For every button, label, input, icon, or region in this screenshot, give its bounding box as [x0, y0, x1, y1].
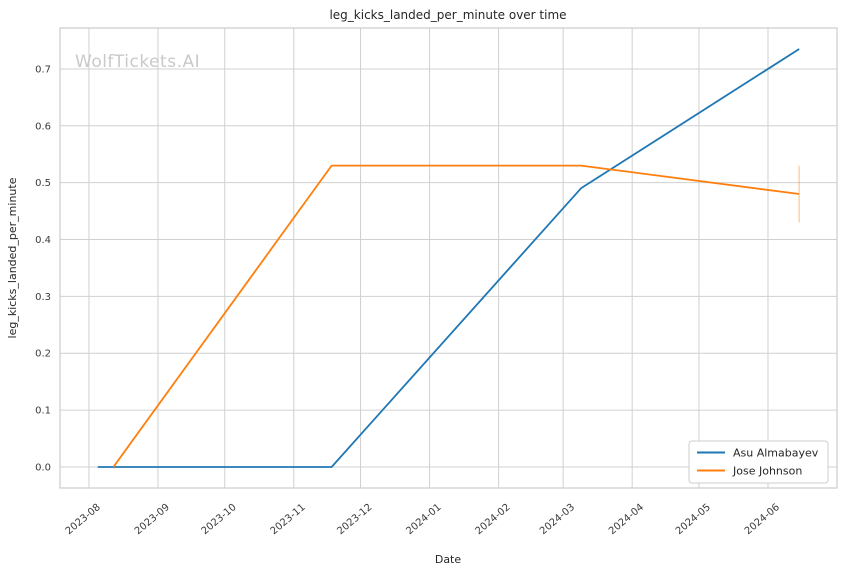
x-tick-label: 2023-10	[200, 502, 239, 537]
series-line-asu-almabayev	[97, 48, 800, 468]
legend: Asu Almabayev Jose Johnson	[688, 440, 829, 484]
x-tick-label: 2024-05	[674, 502, 713, 537]
legend-label-asu-almabayev: Asu Almabayev	[733, 447, 819, 460]
x-tick-label: 2024-01	[404, 502, 443, 537]
y-tick-labels: 0.0 0.1 0.2 0.3 0.4 0.5 0.6 0.7	[35, 64, 51, 473]
y-gridlines	[60, 68, 837, 468]
legend-label-jose-johnson: Jose Johnson	[732, 465, 802, 478]
y-tick-label: 0.3	[35, 292, 51, 303]
y-tick-label: 0.6	[35, 121, 51, 132]
x-tick-label: 2024-02	[473, 502, 512, 537]
y-tick-label: 0.7	[35, 64, 51, 75]
x-tick-label: 2023-09	[133, 502, 172, 537]
y-tick-label: 0.1	[35, 406, 51, 417]
y-tick-label: 0.4	[35, 235, 51, 246]
x-tick-label: 2023-12	[335, 502, 374, 537]
y-axis-label: leg_kicks_landed_per_minute	[6, 177, 19, 338]
plot-border	[59, 27, 838, 489]
series-line-jose-johnson	[112, 164, 800, 468]
chart-title: leg_kicks_landed_per_minute over time	[329, 8, 566, 22]
x-gridlines	[88, 28, 769, 488]
x-tick-label: 2023-08	[64, 502, 103, 537]
x-tick-label: 2023-11	[269, 502, 308, 537]
y-tick-label: 0.5	[35, 178, 51, 189]
y-tick-label: 0.2	[35, 349, 51, 360]
watermark: WolfTickets.AI	[75, 52, 200, 72]
series-lines	[97, 48, 800, 468]
x-tick-label: 2024-03	[538, 502, 577, 537]
y-tick-label: 0.0	[35, 462, 51, 473]
x-axis-label: Date	[435, 553, 462, 566]
x-tick-label: 2024-04	[607, 502, 646, 537]
x-tick-labels: 2023-08 2023-09 2023-10 2023-11 2023-12 2024-…	[64, 502, 782, 537]
x-tick-label: 2024-06	[743, 502, 782, 537]
